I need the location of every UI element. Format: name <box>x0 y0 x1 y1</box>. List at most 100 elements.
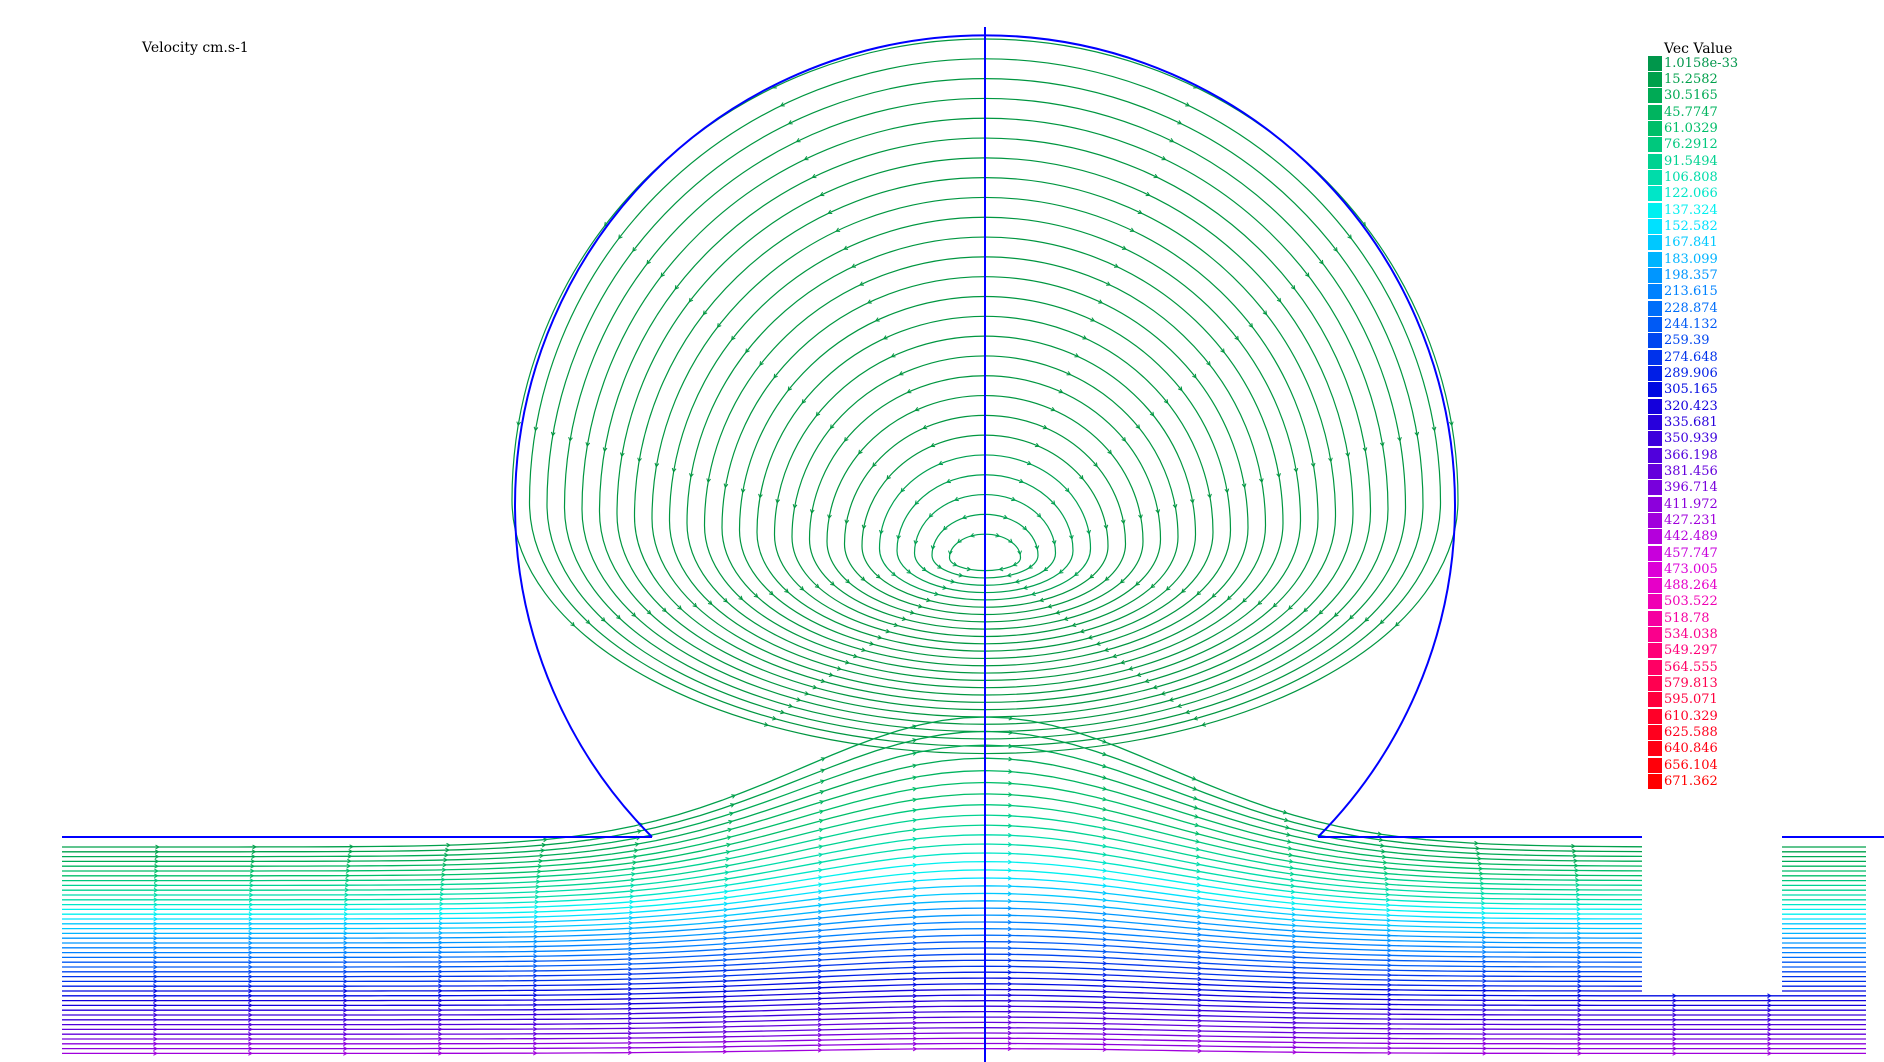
vector-arrowhead <box>1573 858 1579 864</box>
legend-label: 244.132 <box>1664 316 1718 332</box>
vector-arrowhead <box>1007 883 1013 889</box>
vector-arrowhead <box>1193 805 1199 810</box>
channel-streamline <box>62 1010 1866 1021</box>
vector-arrowhead <box>1079 628 1085 634</box>
vector-arrowhead <box>1577 969 1583 975</box>
vector-arrowhead <box>343 935 349 941</box>
vector-arrowhead <box>440 882 446 887</box>
vector-arrowhead <box>722 1009 728 1015</box>
vector-arrowhead <box>912 987 918 993</box>
legend-swatch <box>1648 676 1662 692</box>
vector-arrowhead <box>629 888 635 894</box>
vector-arrowhead <box>817 934 823 940</box>
vector-arrowhead <box>1387 1002 1393 1007</box>
vector-arrowhead <box>1196 861 1202 867</box>
vector-arrowhead <box>817 1012 823 1017</box>
vector-arrowhead <box>1387 1011 1393 1017</box>
vector-arrowhead <box>1197 926 1203 932</box>
vector-arrowhead <box>441 872 447 878</box>
vector-arrowhead <box>1386 907 1392 913</box>
plot-title: Velocity cm.s-1 <box>142 40 249 56</box>
vector-arrowhead <box>1364 617 1370 622</box>
vector-arrowhead <box>1672 1051 1678 1056</box>
vector-arrowhead <box>153 964 159 970</box>
vector-arrowhead <box>439 891 445 897</box>
legend-label: 381.456 <box>1664 463 1718 479</box>
vector-arrowhead <box>912 947 918 952</box>
vector-arrowhead <box>248 983 253 989</box>
legend-entry: 198.357 <box>1648 267 1858 283</box>
legend-label: 76.2912 <box>1664 137 1718 153</box>
recirculation-streamline <box>948 533 986 572</box>
vector-arrowhead <box>966 566 972 572</box>
vector-arrowhead <box>818 889 823 895</box>
vector-arrowhead <box>722 1024 728 1030</box>
vector-arrowhead <box>534 894 540 900</box>
vector-arrowhead <box>248 988 253 994</box>
vector-arrowhead <box>801 399 807 404</box>
vector-arrowhead <box>1102 825 1108 831</box>
vector-arrowhead <box>724 870 730 876</box>
vector-arrowhead <box>343 1022 348 1027</box>
vector-arrowhead <box>1102 904 1108 910</box>
vector-arrowhead <box>1197 1028 1203 1034</box>
vector-arrowhead <box>953 496 959 502</box>
vector-arrowhead <box>1008 780 1013 786</box>
vector-arrowhead <box>1292 1020 1298 1026</box>
vector-arrowhead <box>628 936 634 942</box>
vector-arrowhead <box>1292 933 1297 939</box>
vector-arrowhead <box>1152 684 1158 690</box>
vector-arrowhead <box>1196 868 1202 874</box>
legend-label: 488.264 <box>1664 578 1718 594</box>
vector-arrowhead <box>248 945 254 951</box>
vector-arrowhead <box>537 864 543 869</box>
vector-arrowhead <box>629 899 635 905</box>
vector-arrowhead <box>1287 839 1293 844</box>
vector-arrowhead <box>1102 852 1108 857</box>
vector-arrowhead <box>1007 1014 1013 1020</box>
vector-arrowhead <box>912 976 918 982</box>
vector-arrowhead <box>1478 866 1484 871</box>
legend-entry: 595.071 <box>1648 692 1858 708</box>
vector-arrowhead <box>249 873 255 879</box>
vector-arrowhead <box>343 1003 348 1008</box>
vector-arrowhead <box>912 878 918 884</box>
vector-arrowhead <box>1008 538 1014 544</box>
vector-arrowhead <box>1177 386 1183 392</box>
vector-arrowhead <box>1387 1031 1393 1036</box>
vector-arrowhead <box>1071 622 1077 628</box>
vector-arrowhead <box>153 921 159 927</box>
vector-arrowhead <box>1482 1046 1488 1051</box>
legend-label: 15.2582 <box>1664 71 1718 87</box>
vector-arrowhead <box>835 227 841 232</box>
vector-arrowhead <box>912 827 918 833</box>
vector-arrowhead <box>1477 856 1482 861</box>
vector-arrowhead <box>248 979 253 984</box>
recirculation-streamline <box>808 375 986 630</box>
legend-swatch <box>1648 398 1662 414</box>
vector-arrowhead <box>912 1004 918 1010</box>
vector-arrowhead <box>722 968 728 973</box>
vector-arrowhead <box>799 586 805 591</box>
vector-arrowhead <box>1197 960 1203 966</box>
vector-arrowhead <box>898 371 904 376</box>
vector-arrowhead <box>858 281 864 286</box>
vector-arrowhead <box>912 940 918 946</box>
recirculation-streamline <box>984 474 1074 594</box>
channel-streamline <box>62 869 1866 915</box>
legend-swatch <box>1648 349 1662 365</box>
vector-arrowhead <box>817 985 823 991</box>
vector-arrowhead <box>896 535 901 540</box>
vector-arrowhead <box>890 353 896 358</box>
vector-arrowhead <box>722 1039 728 1045</box>
vector-arrowhead <box>1482 1002 1488 1008</box>
vector-arrowhead <box>779 102 785 107</box>
vector-arrowhead <box>660 272 665 278</box>
vector-arrowhead <box>1482 1031 1488 1037</box>
vector-arrowhead <box>1160 691 1166 696</box>
vector-arrowhead <box>629 894 635 899</box>
vector-arrowhead <box>1575 882 1581 888</box>
vector-arrowhead <box>1102 843 1108 849</box>
vector-arrowhead <box>438 1017 443 1023</box>
recirculation-streamline <box>984 177 1337 703</box>
